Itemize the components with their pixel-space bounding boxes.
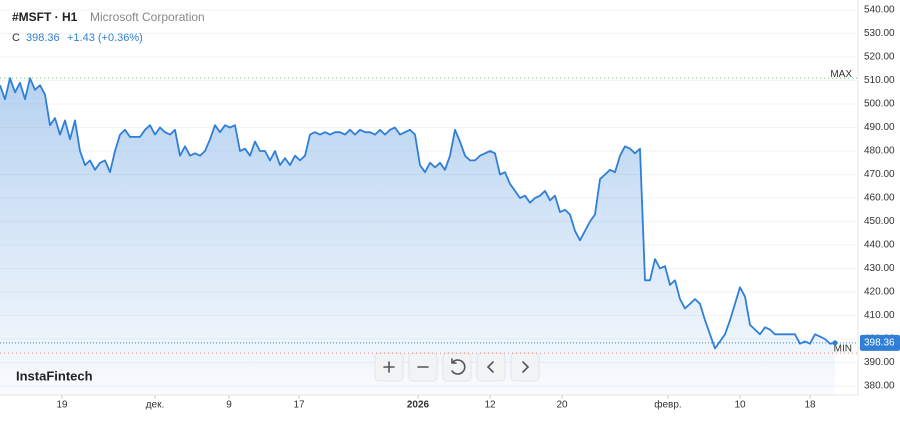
y-tick-label: 410.00 — [864, 310, 895, 321]
x-tick-label: 12 — [484, 400, 496, 411]
x-tick-label: 2026 — [407, 400, 430, 411]
y-tick-label: 470.00 — [864, 169, 895, 180]
last-point — [832, 340, 838, 346]
y-tick-label: 490.00 — [864, 122, 895, 133]
close-label: C — [12, 32, 20, 44]
last-price: 398.36 — [26, 32, 60, 44]
x-tick-label: 20 — [556, 400, 568, 411]
brand-logo: InstaFintech — [16, 368, 93, 383]
y-tick-label: 530.00 — [864, 28, 895, 39]
last-price-box — [860, 334, 900, 351]
x-tick-label: февр. — [654, 399, 681, 411]
y-tick-label: 440.00 — [864, 240, 895, 251]
reset-button[interactable] — [442, 352, 472, 382]
y-tick-label: 390.00 — [864, 357, 895, 368]
price-change: +1.43 (+0.36%) — [67, 32, 143, 44]
y-tick-label: 510.00 — [864, 75, 895, 86]
y-tick-label: 430.00 — [864, 263, 895, 274]
scroll-left-button[interactable] — [476, 352, 506, 382]
y-tick-label: 500.00 — [864, 99, 895, 110]
x-tick-label: 17 — [293, 400, 305, 411]
x-tick-label: дек. — [146, 400, 165, 411]
scroll-right-button[interactable] — [510, 352, 540, 382]
y-tick-label: 540.00 — [864, 5, 895, 16]
toolbar — [374, 352, 540, 382]
x-tick-label: 19 — [56, 400, 68, 411]
level-label: MIN — [834, 344, 852, 355]
x-tick-label: 10 — [734, 400, 746, 411]
y-tick-label: 380.00 — [864, 381, 895, 392]
x-tick-label: 9 — [226, 400, 232, 411]
y-tick-label: 460.00 — [864, 193, 895, 204]
y-tick-label: 450.00 — [864, 216, 895, 227]
price-area — [0, 78, 835, 395]
y-tick-label: 480.00 — [864, 146, 895, 157]
y-tick-label: 420.00 — [864, 287, 895, 298]
symbol: #MSFT · H1 — [12, 10, 78, 24]
company-name: Microsoft Corporation — [90, 10, 205, 24]
level-label: MAX — [830, 69, 852, 80]
y-tick-label: 520.00 — [864, 52, 895, 63]
price-line — [0, 77, 836, 350]
last-price-tag: 398.36 — [864, 337, 895, 348]
x-tick-label: 18 — [804, 400, 816, 411]
